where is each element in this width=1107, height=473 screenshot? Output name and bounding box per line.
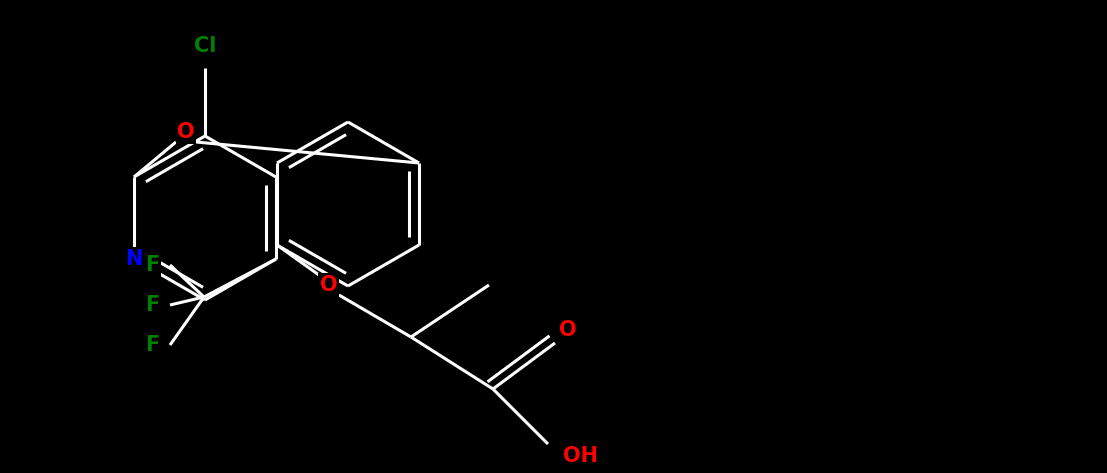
Text: O: O xyxy=(177,122,195,142)
Text: O: O xyxy=(559,320,577,340)
Text: O: O xyxy=(320,275,338,295)
Text: F: F xyxy=(145,335,159,355)
Text: F: F xyxy=(145,255,159,275)
Text: Cl: Cl xyxy=(194,36,216,56)
Text: OH: OH xyxy=(563,446,598,466)
Text: F: F xyxy=(145,295,159,315)
Text: N: N xyxy=(125,249,143,269)
